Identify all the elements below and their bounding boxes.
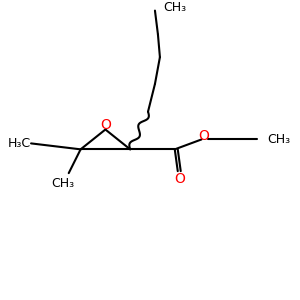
Text: CH₃: CH₃: [267, 133, 290, 146]
Text: H₃C: H₃C: [8, 137, 31, 150]
Text: O: O: [174, 172, 185, 186]
Text: CH₃: CH₃: [51, 176, 74, 190]
Text: CH₃: CH₃: [163, 1, 186, 14]
Text: O: O: [100, 118, 111, 132]
Text: O: O: [198, 130, 209, 143]
